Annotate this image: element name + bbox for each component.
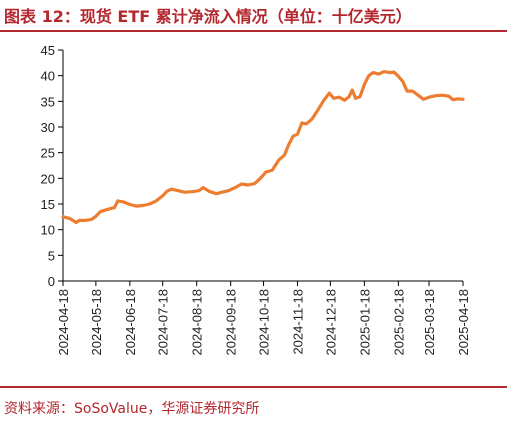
- x-tick-label: 2024-10-18: [257, 289, 272, 356]
- y-tick-label: 45: [41, 43, 55, 58]
- x-tick-label: 2024-11-18: [291, 289, 306, 355]
- x-tick-label: 2025-04-18: [456, 289, 471, 356]
- x-tick-label: 2025-02-18: [391, 289, 406, 356]
- chart-title: 图表 12：现货 ETF 累计净流入情况（单位：十亿美元）: [4, 7, 412, 26]
- y-tick-label: 10: [41, 223, 55, 238]
- y-tick-label: 0: [48, 274, 55, 289]
- y-axis: 0 5 10 15 20 25 30 35 40 45: [41, 43, 64, 289]
- source-note: 资料来源：SoSoValue，华源证券研究所: [4, 401, 260, 417]
- x-tick-label: 2024-08-18: [190, 289, 205, 356]
- x-tick-label: 2024-06-18: [123, 289, 138, 356]
- series-group: [61, 69, 465, 225]
- x-tick-label: 2024-05-18: [89, 289, 104, 356]
- series-line: [61, 69, 465, 225]
- y-tick-label: 40: [41, 69, 55, 84]
- x-tick-label: 2024-09-18: [224, 289, 239, 356]
- x-tick-label: 2024-04-18: [56, 289, 71, 356]
- x-tick-label: 2025-01-18: [357, 289, 372, 356]
- y-tick-label: 35: [41, 94, 55, 109]
- y-tick-label: 25: [41, 146, 55, 161]
- y-tick-label: 30: [41, 120, 55, 135]
- y-tick-label: 5: [48, 248, 55, 263]
- x-axis: 2024-04-18 2024-05-18 2024-06-18 2024-07-18…: [56, 280, 471, 356]
- title-divider: [0, 30, 507, 32]
- x-tick-label: 2024-07-18: [156, 289, 171, 356]
- y-tick-label: 20: [41, 171, 55, 186]
- x-tick-label: 2025-03-18: [422, 289, 437, 356]
- y-tick-label: 15: [41, 197, 55, 212]
- footer-divider: [0, 386, 507, 388]
- x-tick-label: 2024-12-18: [323, 289, 338, 356]
